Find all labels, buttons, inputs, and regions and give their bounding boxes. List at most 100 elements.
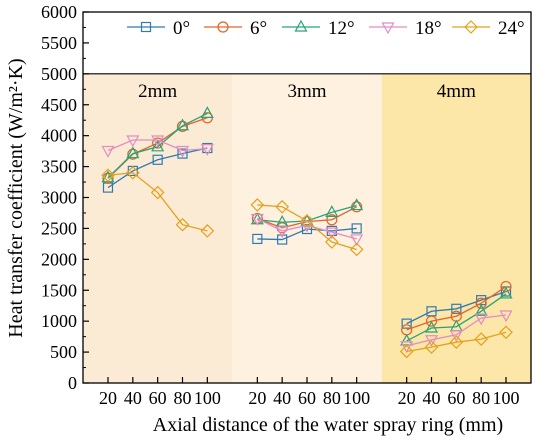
y-tick-label: 4500 [41,95,77,115]
legend-marker-6° [217,21,229,33]
x-tick-label: 80 [174,388,192,408]
point-4mm-18°-60 [449,330,463,343]
point-2mm-0°-100 [202,142,213,154]
point-3mm-24°-40 [275,199,290,214]
point-3mm-24°-60 [300,214,314,228]
x-tick-label: 40 [124,388,142,408]
point-3mm-24°-80 [324,235,339,249]
point-4mm-12°-40 [424,320,439,333]
point-2mm-24°-60 [150,185,165,200]
point-3mm-18°-40 [275,226,289,239]
point-2mm-18°-100 [200,144,214,156]
point-3mm-12°-40 [275,214,289,227]
point-4mm-24°-60 [449,335,464,350]
point-2mm-18°-60 [151,135,165,148]
x-tick-label: 60 [447,388,465,408]
point-2mm-24°-80 [175,217,190,232]
y-axis-label: Heat transfer coefficient (W/m²·K) [5,58,27,337]
point-3mm-12°-100 [350,198,364,211]
x-tick-label: 100 [493,388,520,408]
legend-label-0°: 0° [173,18,190,39]
x-tick-label: 20 [99,388,117,408]
point-2mm-6°-80 [176,120,189,132]
point-4mm-12°-100 [499,286,513,299]
point-2mm-6°-20 [102,172,114,184]
point-4mm-24°-20 [399,344,414,359]
y-tick-label: 2000 [41,249,77,269]
point-4mm-0°-20 [401,318,412,329]
point-2mm-24°-100 [200,224,215,238]
point-3mm-24°-20 [250,198,265,212]
series-line-4mm-18° [406,314,507,347]
legend-label-12°: 12° [328,18,355,39]
x-tick-label: 80 [323,388,341,408]
y-tick-label: 4000 [41,126,77,146]
point-2mm-12°-80 [175,118,190,131]
group-label-3mm: 3mm [287,81,326,102]
point-2mm-24°-40 [125,165,140,180]
point-2mm-6°-40 [127,148,139,160]
band-4mm [381,73,531,383]
point-3mm-0°-100 [351,223,362,234]
y-tick-label: 1500 [41,280,77,300]
y-tick-label: 3500 [41,157,77,177]
legend-marker-0° [140,21,152,33]
x-tick-label: 40 [273,388,291,408]
series-layer [101,106,513,359]
point-4mm-18°-40 [424,335,439,347]
legend-label-18°: 18° [415,18,442,39]
point-4mm-0°-60 [451,303,462,314]
point-2mm-18°-20 [101,145,115,158]
point-3mm-12°-80 [325,205,339,217]
point-3mm-6°-80 [326,214,338,226]
point-4mm-6°-40 [425,315,438,327]
series-line-4mm-24° [406,331,507,353]
legend-label-24°: 24° [498,18,525,39]
x-tick-label: 20 [398,388,416,408]
x-tick-label: 60 [149,388,167,408]
point-4mm-24°-100 [499,325,513,340]
point-2mm-0°-60 [152,154,163,165]
legend-label-6°: 6° [250,18,267,39]
point-4mm-6°-100 [500,280,512,293]
y-tick-label: 2500 [41,218,77,238]
series-line-2mm-18° [107,139,208,152]
legend-marker-24° [464,20,478,34]
point-4mm-18°-100 [499,310,513,323]
series-line-2mm-0° [107,147,208,189]
point-2mm-18°-80 [175,145,190,158]
series-line-2mm-24° [107,172,208,232]
legend-marker-12° [294,19,308,32]
x-tick-label: 20 [248,388,266,408]
legend-marker-18° [381,22,395,35]
y-tick-label: 6000 [41,2,77,22]
series-line-3mm-0° [257,227,357,241]
tick-labels: 0 500 1000 1500 2000 2500 3000 3500 4000 4500 5000… [41,2,520,408]
y-tick-label: 3000 [41,188,77,208]
y-tick-label: 1000 [41,311,77,331]
point-4mm-24°-40 [424,340,439,354]
point-3mm-0°-40 [277,234,288,245]
series-line-3mm-24° [257,204,357,251]
band-2mm [83,73,233,383]
group-label-4mm: 4mm [437,81,476,102]
point-3mm-18°-20 [250,213,264,226]
group-label-2mm: 2mm [138,81,177,102]
legend: 0° 6° 12° 18° 24° [127,18,525,39]
point-2mm-0°-80 [177,148,188,159]
series-line-4mm-12° [406,293,507,342]
y-tick-label: 0 [68,373,77,393]
x-axis-label: Axial distance of the water spray ring (… [153,414,503,436]
group-labels: 2mm 3mm 4mm [138,81,476,102]
point-3mm-24°-100 [349,242,364,257]
x-tick-label: 100 [343,388,370,408]
axes [82,11,532,384]
y-tick-label: 5000 [41,64,77,84]
point-3mm-18°-80 [325,227,339,240]
x-tick-label: 80 [472,388,490,408]
point-2mm-24°-20 [101,168,115,183]
point-4mm-6°-80 [475,297,487,309]
x-tick-label: 100 [194,388,221,408]
point-4mm-18°-20 [400,341,414,354]
